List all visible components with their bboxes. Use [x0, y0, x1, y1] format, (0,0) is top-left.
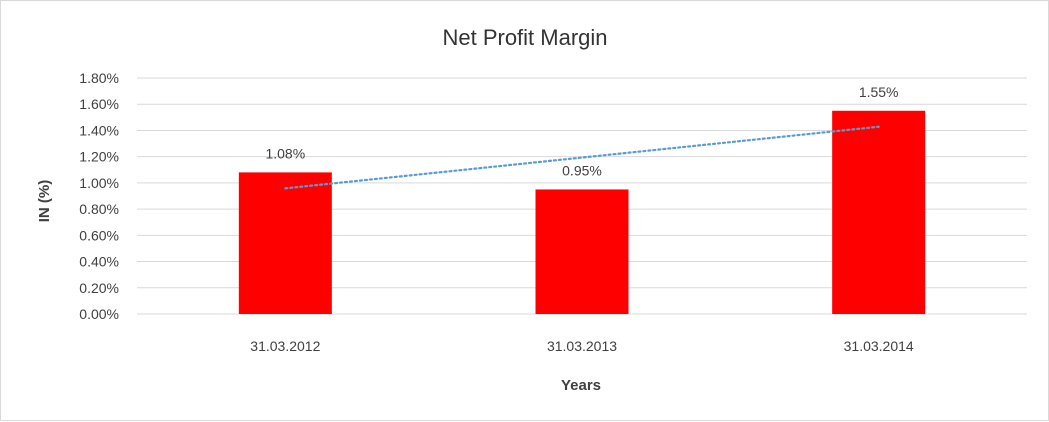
y-tick-label: 1.00% [79, 175, 119, 191]
data-label: 1.55% [859, 84, 899, 100]
data-label: 1.08% [265, 145, 305, 161]
y-tick-label: 0.80% [79, 201, 119, 217]
bar [238, 172, 332, 314]
bar [832, 110, 926, 315]
y-tick-label: 0.40% [79, 254, 119, 270]
data-label: 0.95% [562, 162, 602, 178]
y-tick-label: 0.00% [79, 306, 119, 322]
bar [535, 189, 629, 314]
x-tick-label: 31.03.2014 [844, 338, 914, 354]
y-tick-label: 0.20% [79, 280, 119, 296]
x-axis-title: Years [561, 377, 601, 394]
y-tick-label: 1.60% [79, 96, 119, 112]
x-tick-label: 31.03.2013 [547, 338, 617, 354]
y-tick-label: 1.20% [79, 149, 119, 165]
y-tick-label: 1.80% [79, 70, 119, 86]
data-labels: 1.08% 0.95% 1.55% [265, 84, 898, 179]
chart-title: Net Profit Margin [442, 25, 607, 50]
x-tick-label: 31.03.2012 [250, 338, 320, 354]
y-axis-title: IN (%) [36, 180, 53, 223]
y-axis-ticks: 0.00% 0.20% 0.40% 0.60% 0.80% 1.00% 1.20% 1.40%… [79, 70, 119, 322]
bars [238, 110, 926, 315]
x-axis-ticks: 31.03.2012 31.03.2013 31.03.2014 [250, 338, 914, 354]
trendline-group [284, 125, 880, 190]
trendline [284, 125, 880, 190]
y-tick-label: 0.60% [79, 227, 119, 243]
y-tick-label: 1.40% [79, 122, 119, 138]
